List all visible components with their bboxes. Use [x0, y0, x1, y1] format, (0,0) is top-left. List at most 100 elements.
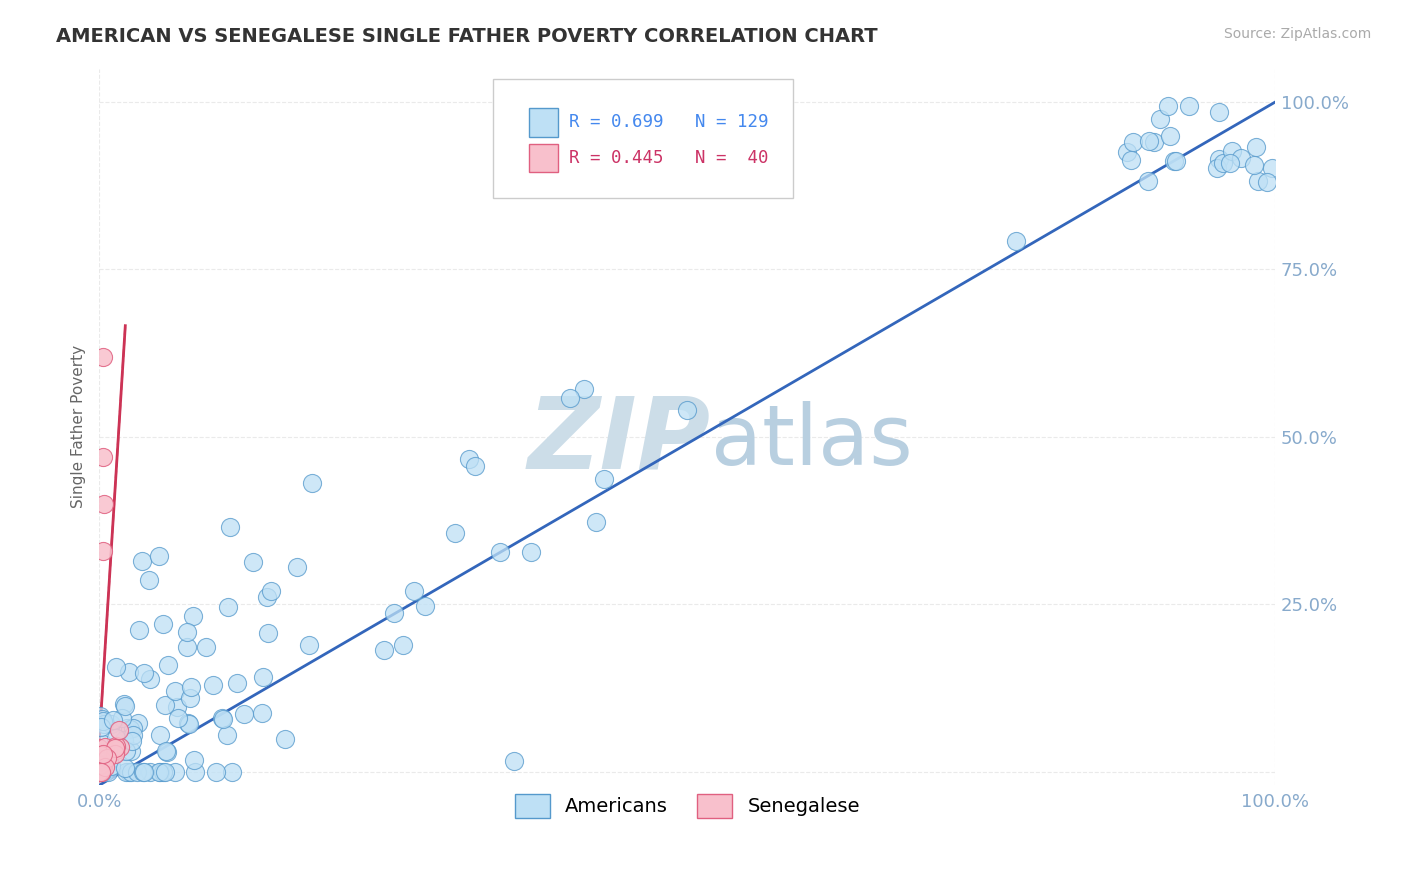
Point [89, 764, 111, 779]
Point [112, 697, 135, 711]
Point [1163, 154, 1185, 169]
Point [89, 762, 111, 776]
Point [112, 733, 135, 747]
Point [132, 665, 155, 680]
Point [211, 711, 233, 725]
Point [110, 740, 132, 755]
FancyBboxPatch shape [529, 144, 558, 172]
Point [139, 764, 162, 779]
Point [148, 764, 170, 779]
Point [152, 617, 174, 632]
Point [120, 744, 142, 758]
Point [89, 758, 111, 772]
Point [97, 764, 120, 779]
Point [373, 643, 395, 657]
Point [125, 764, 148, 779]
Point [90, 720, 112, 734]
Point [1256, 175, 1278, 189]
Point [105, 743, 128, 757]
Point [585, 515, 607, 529]
Point [1115, 145, 1137, 160]
Point [181, 609, 204, 624]
Point [157, 657, 180, 672]
Point [89, 708, 111, 723]
Point [89, 764, 111, 779]
Point [91, 760, 114, 774]
Point [184, 764, 207, 779]
Point [179, 690, 201, 705]
Point [115, 744, 138, 758]
Point [118, 665, 141, 679]
Point [89, 764, 111, 779]
Point [89, 754, 111, 768]
Point [167, 711, 190, 725]
Point [149, 728, 172, 742]
Point [118, 764, 141, 779]
Point [89, 762, 111, 776]
Point [1206, 161, 1229, 175]
Point [139, 673, 162, 687]
Point [103, 713, 125, 727]
Point [89, 758, 111, 772]
Point [218, 600, 240, 615]
Text: R = 0.699   N = 129: R = 0.699 N = 129 [568, 113, 768, 131]
FancyBboxPatch shape [529, 108, 558, 136]
Point [274, 731, 297, 746]
Point [1230, 151, 1253, 165]
Point [89, 764, 111, 779]
Point [413, 599, 436, 613]
Point [121, 721, 143, 735]
Point [1166, 154, 1188, 169]
Point [285, 560, 308, 574]
Point [89, 764, 111, 779]
Point [298, 638, 321, 652]
Point [152, 764, 174, 779]
Point [257, 626, 280, 640]
Point [105, 739, 128, 754]
FancyBboxPatch shape [494, 79, 793, 197]
Point [132, 764, 155, 779]
Point [165, 684, 187, 698]
Point [114, 761, 136, 775]
Point [211, 712, 233, 726]
Point [127, 716, 149, 731]
Point [233, 707, 256, 722]
Point [676, 402, 699, 417]
Point [89, 760, 111, 774]
Point [93, 497, 115, 511]
Point [91, 450, 114, 464]
Point [93, 764, 115, 779]
Point [382, 607, 405, 621]
Point [176, 715, 198, 730]
Point [91, 543, 114, 558]
Point [1220, 145, 1243, 159]
Point [194, 640, 217, 654]
Point [176, 625, 198, 640]
Point [114, 698, 136, 713]
Point [89, 740, 111, 755]
Point [155, 743, 177, 757]
Point [108, 723, 131, 738]
Point [122, 728, 145, 742]
Point [90, 747, 112, 762]
Point [104, 741, 127, 756]
Point [90, 712, 112, 726]
Point [219, 520, 242, 534]
Point [89, 764, 111, 778]
Point [163, 764, 186, 779]
Point [115, 721, 138, 735]
Point [1260, 161, 1282, 175]
Text: AMERICAN VS SENEGALESE SINGLE FATHER POVERTY CORRELATION CHART: AMERICAN VS SENEGALESE SINGLE FATHER POV… [56, 27, 877, 45]
Point [156, 745, 179, 759]
Point [402, 583, 425, 598]
Text: R = 0.445   N =  40: R = 0.445 N = 40 [568, 149, 768, 167]
Point [464, 458, 486, 473]
Point [155, 698, 177, 713]
Point [91, 764, 114, 779]
Point [89, 753, 111, 767]
Point [120, 764, 142, 779]
Point [89, 764, 111, 779]
Point [110, 711, 132, 725]
Point [148, 549, 170, 563]
Point [118, 722, 141, 736]
